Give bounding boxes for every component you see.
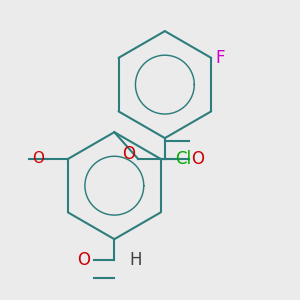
Text: O: O — [192, 150, 205, 168]
Text: O: O — [122, 146, 135, 164]
Text: O: O — [32, 152, 44, 166]
Text: O: O — [78, 251, 91, 269]
Text: Cl: Cl — [176, 150, 192, 168]
Text: H: H — [129, 251, 142, 269]
Text: F: F — [216, 49, 225, 67]
